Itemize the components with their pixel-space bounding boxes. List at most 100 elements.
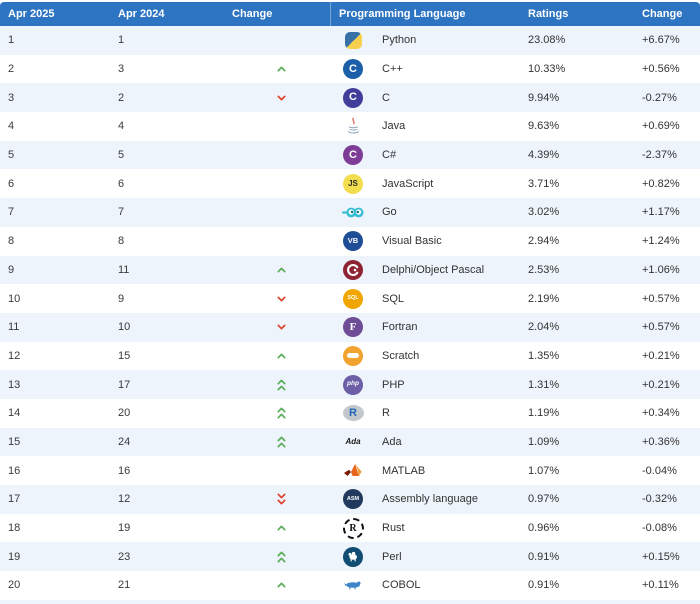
ratings-value: 2.19% xyxy=(528,292,560,305)
ratings-value: 0.96% xyxy=(528,522,560,535)
rank-apr-2025: 16 xyxy=(8,464,21,477)
ratings-value: 1.35% xyxy=(528,349,560,362)
up-arrow-icon xyxy=(232,66,330,72)
rank-apr-2025: 18 xyxy=(8,522,21,535)
delphi-icon xyxy=(343,259,363,280)
table-body: 1 1 Python 23.08% +6.67% 2 3 C C++ 10.33… xyxy=(0,26,700,600)
c-icon: C xyxy=(343,87,363,108)
ratings-change: +1.17% xyxy=(642,206,680,219)
language-name: R xyxy=(382,407,390,420)
php-icon: php xyxy=(343,374,363,395)
cobol-icon xyxy=(344,581,361,590)
ratings-value: 4.39% xyxy=(528,149,560,162)
ratings-change: +0.57% xyxy=(642,321,680,334)
ratings-change: -0.04% xyxy=(642,464,677,477)
language-name: C# xyxy=(382,149,397,162)
rank-apr-2024: 10 xyxy=(118,321,131,334)
position-change xyxy=(228,407,330,419)
ratings-value: 2.04% xyxy=(528,321,560,334)
language-cell: SQL SQL xyxy=(330,288,520,309)
ratings-value: 1.19% xyxy=(528,407,560,420)
language-name: C++ xyxy=(382,63,403,76)
ratings-value: 10.33% xyxy=(528,63,566,76)
double-up-arrow-icon xyxy=(232,379,330,391)
table-row: 16 16 MATLAB 1.07% -0.04% xyxy=(0,456,700,485)
language-name: PHP xyxy=(382,378,405,391)
language-name: Fortran xyxy=(382,321,418,334)
javascript-icon: JS xyxy=(343,173,363,194)
position-change xyxy=(228,324,330,330)
rank-apr-2025: 5 xyxy=(8,149,15,162)
ada-icon: Ada xyxy=(345,437,361,447)
ratings-change: +0.36% xyxy=(642,435,680,448)
up-arrow-icon xyxy=(232,525,330,531)
ratings-change: +0.21% xyxy=(642,349,680,362)
language-name: Scratch xyxy=(382,349,420,362)
rank-apr-2024: 15 xyxy=(118,349,131,362)
language-cell: php PHP xyxy=(330,374,520,395)
position-change xyxy=(228,95,330,101)
ratings-value: 1.09% xyxy=(528,435,560,448)
table-row: 6 6 JS JavaScript 3.71% +0.82% xyxy=(0,169,700,199)
rank-apr-2024: 17 xyxy=(118,378,131,391)
language-name: Ada xyxy=(382,435,402,448)
rank-apr-2024: 11 xyxy=(118,263,130,276)
rank-apr-2025: 12 xyxy=(8,349,21,362)
sql-icon: SQL xyxy=(343,288,363,309)
ratings-change: +0.57% xyxy=(642,292,680,305)
rank-apr-2024: 3 xyxy=(118,63,125,76)
column-header-apr-2024: Apr 2024 xyxy=(118,8,165,20)
rank-apr-2024: 12 xyxy=(118,493,131,506)
ratings-change: +6.67% xyxy=(642,34,680,47)
language-cell: Ada Ada xyxy=(330,436,520,448)
ratings-value: 2.94% xyxy=(528,235,560,248)
ratings-change: +0.21% xyxy=(642,378,680,391)
fortran-icon: F xyxy=(343,317,363,338)
language-name: Rust xyxy=(382,522,405,535)
ratings-change: +1.24% xyxy=(642,235,680,248)
rank-apr-2024: 16 xyxy=(118,464,131,477)
up-arrow-icon xyxy=(232,267,330,273)
double-up-arrow-icon xyxy=(232,407,330,419)
position-change xyxy=(228,353,330,359)
rank-apr-2025: 4 xyxy=(8,120,15,133)
r-icon: R xyxy=(342,405,364,422)
table-row: 2 3 C C++ 10.33% +0.56% xyxy=(0,54,700,84)
java-icon xyxy=(347,117,359,134)
table-row: 18 19 R Rust 0.96% -0.08% xyxy=(0,513,700,543)
rank-apr-2024: 4 xyxy=(118,120,125,133)
perl-icon xyxy=(343,546,363,567)
language-name: Java xyxy=(382,120,406,133)
column-header-ratings: Ratings xyxy=(528,8,569,20)
language-name: COBOL xyxy=(382,579,421,592)
position-change xyxy=(228,296,330,302)
rank-apr-2025: 19 xyxy=(8,550,21,563)
table-row: 1 1 Python 23.08% +6.67% xyxy=(0,26,700,55)
language-cell: Java xyxy=(330,117,520,135)
language-name: Python xyxy=(382,34,417,47)
ratings-change: +0.69% xyxy=(642,120,680,133)
matlab-icon xyxy=(344,464,362,477)
table-row: 3 2 C C 9.94% -0.27% xyxy=(0,83,700,113)
down-arrow-icon xyxy=(232,296,330,302)
language-cell: MATLAB xyxy=(330,463,520,478)
language-name: Delphi/Object Pascal xyxy=(382,263,485,276)
rank-apr-2025: 1 xyxy=(8,34,15,47)
table-row: 8 8 VB Visual Basic 2.94% +1.24% xyxy=(0,226,700,256)
ratings-change: +0.82% xyxy=(642,177,680,190)
up-arrow-icon xyxy=(232,582,330,588)
rank-apr-2024: 2 xyxy=(118,91,125,104)
rank-apr-2025: 3 xyxy=(8,91,15,104)
assembly-icon: ASM xyxy=(343,489,363,510)
double-down-arrow-icon xyxy=(232,493,330,505)
go-icon xyxy=(342,207,364,218)
position-change xyxy=(228,551,330,563)
ratings-change: -0.32% xyxy=(642,493,677,506)
rank-apr-2024: 24 xyxy=(118,435,131,448)
table-row: 20 21 COBOL 0.91% +0.11% xyxy=(0,571,700,600)
column-header-change: Change xyxy=(232,8,273,20)
language-cell: ASM Assembly language xyxy=(330,489,520,510)
table-row: 7 7 Go 3.02% +1.17% xyxy=(0,198,700,227)
ratings-change: -2.37% xyxy=(642,149,677,162)
language-cell: Python xyxy=(330,31,520,49)
